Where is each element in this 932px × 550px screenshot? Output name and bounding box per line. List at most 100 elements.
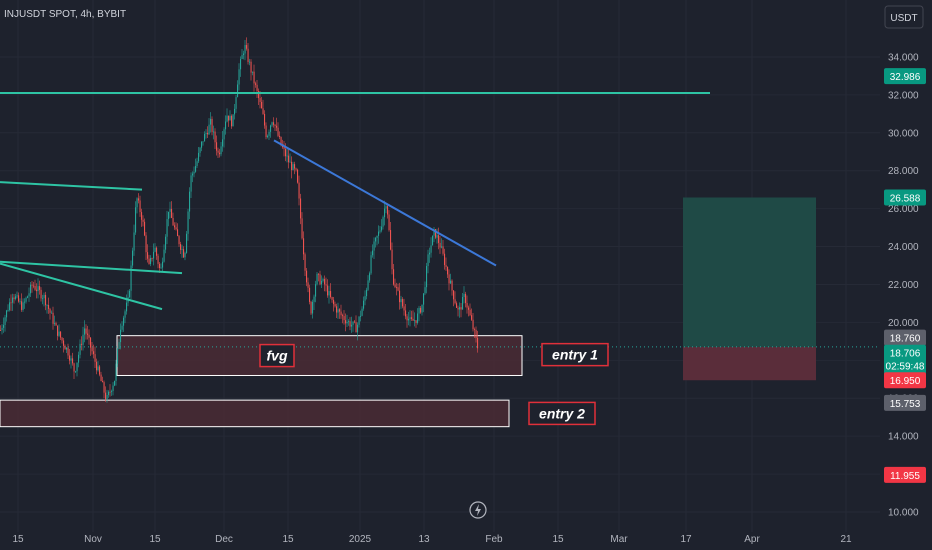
candle-body <box>183 249 185 258</box>
candle-body <box>462 296 464 310</box>
candle-body <box>165 236 167 250</box>
candle-body <box>60 331 62 338</box>
candle-body <box>201 141 203 148</box>
candle-body <box>250 61 252 73</box>
candle-body <box>372 250 374 256</box>
price-badge-value: 18.706 <box>890 349 921 360</box>
candle-body <box>450 280 452 284</box>
candle-body <box>388 214 390 231</box>
candle-body <box>73 363 75 372</box>
candle-body <box>285 148 287 157</box>
candle-body <box>27 296 29 298</box>
candle-body <box>10 302 12 304</box>
candle-body <box>42 298 44 300</box>
candle-body <box>433 229 435 236</box>
candle-body <box>346 321 348 324</box>
candle-body <box>21 301 23 310</box>
candle-body <box>253 71 255 84</box>
candle-body <box>312 301 314 314</box>
candle-body <box>118 342 120 349</box>
candle-body <box>397 287 399 291</box>
candle-body <box>9 302 11 310</box>
candle-body <box>444 253 446 266</box>
candle-body <box>171 208 173 218</box>
candle-body <box>219 152 221 155</box>
candle-body <box>150 258 152 264</box>
candle-body <box>144 221 146 236</box>
candle-body <box>178 236 180 245</box>
x-tick-label: Apr <box>744 534 760 545</box>
candle-body <box>217 150 219 153</box>
candle-body <box>246 45 248 49</box>
entry2-zone <box>0 399 510 428</box>
zones <box>0 335 523 428</box>
candle-body <box>148 258 150 264</box>
candle-body <box>166 219 168 237</box>
candle-body <box>316 273 318 285</box>
candle-body <box>22 302 24 310</box>
candle-body <box>154 247 156 252</box>
x-axis[interactable]: 15 Nov 15 Dec 15 2025 13 Feb 15 Mar 17 Apr 21 <box>12 534 852 545</box>
price-badges: 32.986 26.588 18.760 18.706 02:59:48 16.950 15… <box>884 68 926 483</box>
trend-lines[interactable] <box>0 91 710 311</box>
candle-body <box>79 343 81 355</box>
candle-body <box>66 347 68 350</box>
candle-body <box>231 115 233 127</box>
candle-body <box>264 113 266 126</box>
candle-body <box>379 230 381 232</box>
candle-body <box>46 305 48 306</box>
candle-body <box>31 284 33 286</box>
candle-body <box>423 293 425 305</box>
candle-body <box>109 391 111 393</box>
candle-body <box>342 315 344 317</box>
candle-body <box>124 311 126 318</box>
candle-body <box>310 301 312 314</box>
candle-body <box>414 320 416 322</box>
price-badge <box>884 466 926 483</box>
candle-body <box>405 310 407 317</box>
candle-body <box>436 235 438 238</box>
position-tool[interactable] <box>0 197 880 381</box>
candle-body <box>387 206 389 215</box>
candle-body <box>37 286 39 292</box>
candle-body <box>85 328 87 334</box>
candle-body <box>286 155 288 157</box>
candle-body <box>33 285 35 287</box>
candle-body <box>465 293 467 304</box>
candle-body <box>283 147 285 149</box>
candle-body <box>364 296 366 301</box>
candle-body <box>174 225 176 228</box>
candle-body <box>295 168 297 170</box>
candle-body <box>160 267 162 269</box>
candle-body <box>222 139 224 147</box>
candle-body <box>399 290 401 303</box>
candle-body <box>315 284 317 297</box>
price-badge <box>884 394 926 411</box>
candle-body <box>97 366 99 371</box>
candle-body <box>418 307 420 314</box>
candle-body <box>228 115 230 121</box>
candle-body <box>267 135 269 138</box>
candle-body <box>255 83 257 85</box>
candle-body <box>190 175 192 192</box>
currency-button[interactable]: USDT <box>884 5 924 29</box>
price-badge <box>884 372 926 389</box>
lightning-icon[interactable] <box>469 501 487 519</box>
x-tick-label: 15 <box>149 534 161 545</box>
candle-body <box>373 241 375 251</box>
x-tick-label: 15 <box>282 534 294 545</box>
candle-body <box>114 380 116 386</box>
candle-body <box>271 122 273 126</box>
candle-body <box>243 53 245 56</box>
candle-body <box>205 132 207 134</box>
candle-body <box>303 238 305 255</box>
candle-body <box>90 337 92 348</box>
candle-body <box>1 327 3 331</box>
candle-body <box>214 131 216 143</box>
candle-body <box>333 299 335 305</box>
candle-body <box>229 115 231 121</box>
candle-body <box>420 307 422 313</box>
candle-body <box>108 391 110 395</box>
candle-body <box>216 142 218 151</box>
